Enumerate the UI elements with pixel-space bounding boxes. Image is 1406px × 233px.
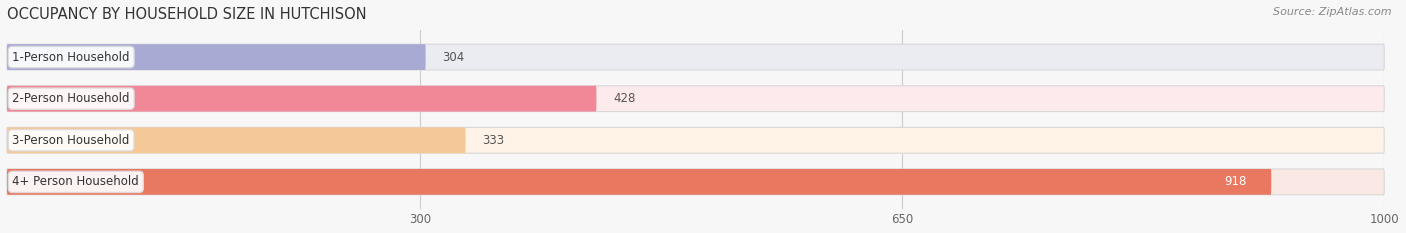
Text: Source: ZipAtlas.com: Source: ZipAtlas.com	[1274, 7, 1392, 17]
Text: 333: 333	[482, 134, 505, 147]
Text: 428: 428	[613, 92, 636, 105]
FancyBboxPatch shape	[7, 169, 1385, 195]
FancyBboxPatch shape	[7, 86, 596, 112]
FancyBboxPatch shape	[7, 44, 426, 70]
Text: 918: 918	[1225, 175, 1247, 188]
FancyBboxPatch shape	[7, 127, 1385, 153]
FancyBboxPatch shape	[7, 127, 465, 153]
Text: OCCUPANCY BY HOUSEHOLD SIZE IN HUTCHISON: OCCUPANCY BY HOUSEHOLD SIZE IN HUTCHISON	[7, 7, 367, 22]
FancyBboxPatch shape	[7, 44, 1385, 70]
Text: 3-Person Household: 3-Person Household	[13, 134, 129, 147]
Text: 2-Person Household: 2-Person Household	[13, 92, 129, 105]
FancyBboxPatch shape	[7, 86, 1385, 112]
Text: 304: 304	[441, 51, 464, 64]
Text: 4+ Person Household: 4+ Person Household	[13, 175, 139, 188]
FancyBboxPatch shape	[7, 169, 1271, 195]
Text: 1-Person Household: 1-Person Household	[13, 51, 129, 64]
